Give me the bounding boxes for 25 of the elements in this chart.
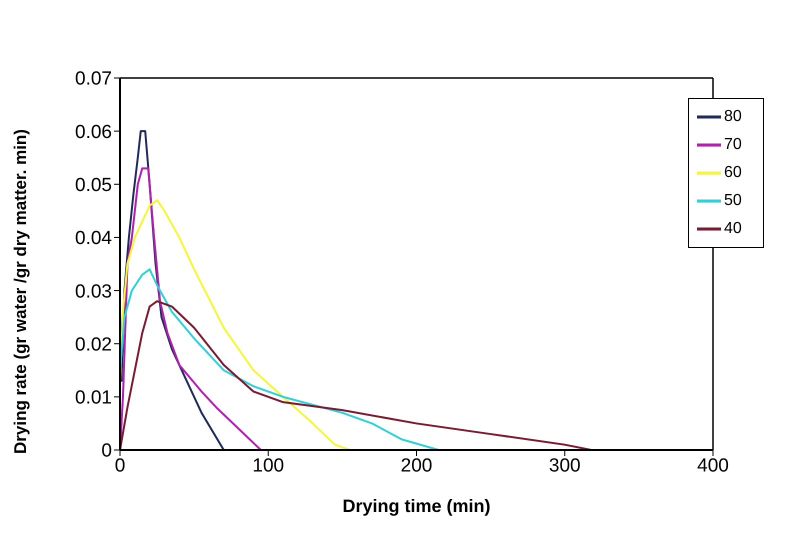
line-series	[120, 167, 262, 450]
y-axis-title: Drying rate (gr water /gr dry matter. min)	[11, 129, 30, 454]
line-series	[120, 199, 351, 450]
y-tick-label: 0.07	[75, 68, 112, 90]
legend-label: 60	[724, 164, 742, 182]
y-tick-label: 0.01	[75, 388, 112, 409]
x-tick-label: 200	[400, 455, 432, 476]
y-tick-label: 0	[101, 440, 112, 462]
x-tick-label: 100	[252, 455, 284, 476]
legend-label: 50	[724, 192, 742, 210]
x-tick-label: 400	[697, 455, 729, 476]
y-tick-label: 0.04	[75, 228, 112, 250]
x-tick-label: 300	[548, 455, 581, 476]
line-series	[120, 268, 440, 450]
legend-label: 40	[724, 220, 742, 238]
y-tick-label: 0.03	[75, 281, 112, 302]
y-tick-label: 0.06	[75, 122, 112, 143]
line-series	[120, 130, 225, 450]
y-tick-label: 0.02	[75, 334, 112, 356]
legend-label: 70	[724, 136, 742, 154]
line-series	[120, 300, 592, 450]
legend-label: 80	[724, 108, 742, 126]
x-axis-title: Drying time (min)	[342, 496, 491, 516]
y-tick-label: 0.05	[75, 175, 112, 196]
x-tick-label: 0	[114, 455, 126, 476]
